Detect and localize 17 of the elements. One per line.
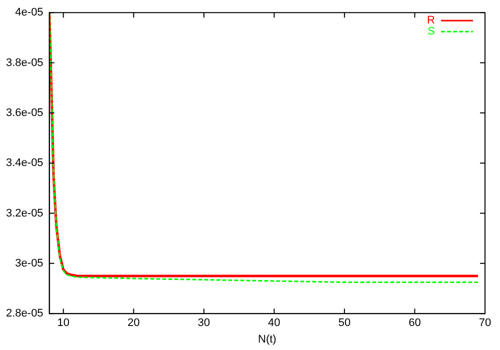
x-tick-label: 20 — [128, 317, 140, 330]
x-tick-label: 50 — [338, 317, 351, 330]
x-tick-label: 40 — [268, 317, 280, 330]
y-tick-label: 3.4e-05 — [6, 157, 44, 170]
legend-label: R — [427, 14, 436, 27]
y-tick-label: 3.2e-05 — [6, 207, 44, 220]
y-tick-label: 4e-05 — [15, 6, 44, 19]
y-tick-label: 3.8e-05 — [6, 56, 44, 69]
x-axis-title: N(t) — [258, 333, 276, 346]
y-tick-label: 3e-05 — [15, 257, 44, 270]
x-tick-label: 30 — [198, 317, 210, 330]
legend-label: S — [428, 26, 435, 38]
y-tick-label: 3.6e-05 — [6, 106, 44, 119]
x-tick-label: 10 — [57, 317, 70, 330]
x-tick-label: 60 — [408, 317, 421, 330]
x-tick-label: 70 — [478, 317, 492, 330]
y-tick-label: 2.8e-05 — [6, 308, 44, 320]
